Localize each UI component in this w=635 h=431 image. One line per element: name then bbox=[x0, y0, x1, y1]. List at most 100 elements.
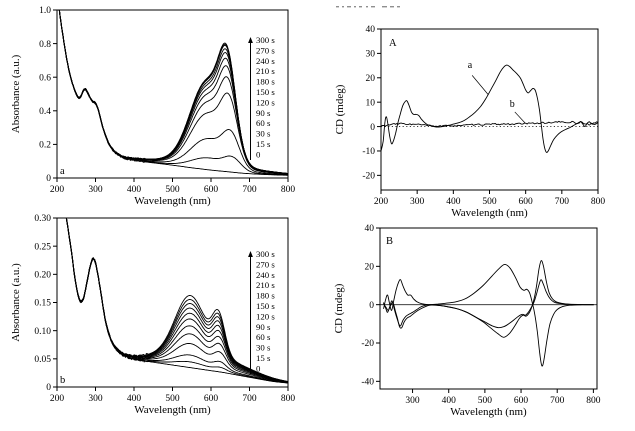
x-axis-title: Wavelength (nm) bbox=[451, 207, 528, 219]
label-text: 0 bbox=[369, 301, 374, 311]
label-text: 0 bbox=[46, 383, 51, 393]
label-text: 300 bbox=[405, 396, 420, 406]
label-text: -20 bbox=[361, 339, 374, 349]
panel-B: 300 400 500 600 700 800 -40 -20 0 20 40 Wavelength … bbox=[333, 224, 601, 418]
legend-time-label: 30 s bbox=[256, 129, 271, 139]
legend-time-label: 150 s bbox=[256, 87, 275, 97]
label-text: 0 bbox=[46, 174, 51, 184]
label-text: 400 bbox=[442, 396, 457, 406]
legend-time-label: 120 s bbox=[256, 311, 275, 321]
label-text: 200 bbox=[50, 185, 65, 195]
kinetic-curve-90s bbox=[58, 10, 288, 175]
x-axis-title: Wavelength (nm) bbox=[134, 404, 211, 416]
axes-frame bbox=[380, 28, 599, 191]
label-text: 1.0 bbox=[39, 6, 51, 16]
legend-time-label: 60 s bbox=[256, 332, 271, 342]
label-text: 400 bbox=[127, 185, 142, 195]
legend-time-label: 150 s bbox=[256, 301, 275, 311]
label-text: 600 bbox=[204, 185, 219, 195]
kinetic-curve-120s bbox=[65, 218, 288, 383]
series-curves bbox=[383, 260, 594, 367]
panel-label: A bbox=[389, 38, 397, 49]
panel-b: 200 300 400 500 600 700 800 0 0.05 0.10 0.15 0.20 0.… bbox=[10, 214, 295, 416]
kinetic-curve-300s bbox=[65, 218, 288, 382]
label-text: 500 bbox=[165, 394, 180, 404]
label-text: 10 bbox=[366, 98, 376, 108]
label-text: 0.30 bbox=[34, 214, 51, 224]
label-text: 800 bbox=[281, 185, 296, 195]
label-text: a bbox=[468, 60, 473, 71]
panel-label: a bbox=[60, 166, 65, 177]
kinetic-curve-60s bbox=[65, 218, 288, 383]
legend-time-label: 270 s bbox=[256, 259, 275, 269]
panel-label: B bbox=[386, 236, 393, 247]
curve-annotation-b: b bbox=[510, 99, 526, 124]
kinetic-curve-30s bbox=[58, 10, 288, 176]
label-text: 800 bbox=[586, 396, 601, 406]
legend-arrow-head bbox=[248, 37, 253, 43]
axis-ticks-and-labels: 200 300 400 500 600 700 800 0 0.05 0.10 0.15 0.20 0.… bbox=[34, 214, 295, 404]
label-text: 0.8 bbox=[39, 40, 51, 50]
x-axis-title: Wavelength (nm) bbox=[450, 406, 527, 418]
legend-time-label: 30 s bbox=[256, 343, 271, 353]
kinetic-curve-300s bbox=[58, 10, 288, 174]
legend-time-label: 240 s bbox=[256, 270, 275, 280]
panel-label: b bbox=[60, 375, 65, 386]
panel-a: 200 300 400 500 600 700 800 0 0.2 0.4 0.6 0.8 1.0 Wav… bbox=[10, 6, 295, 207]
label-text: 0 bbox=[370, 123, 375, 133]
legend-time-label: 210 s bbox=[256, 280, 275, 290]
legend-time-label: 180 s bbox=[256, 291, 275, 301]
series-curves bbox=[381, 64, 598, 153]
label-text: b bbox=[510, 99, 515, 110]
legend-time-label: 300 s bbox=[256, 249, 275, 259]
label-text: -10 bbox=[362, 147, 375, 157]
label-text: 200 bbox=[374, 197, 389, 207]
label-text: 300 bbox=[410, 197, 425, 207]
label-text: 200 bbox=[50, 394, 65, 404]
legend-time-label: 0 bbox=[256, 363, 261, 373]
panel-A: 200 300 400 500 600 700 800 -20 -10 0 10 20 30 40 Wave… bbox=[334, 25, 605, 219]
kinetic-curve-120s bbox=[58, 10, 288, 175]
curve-b bbox=[381, 120, 598, 127]
y-axis-title: CD (mdeg) bbox=[334, 84, 346, 134]
label-text: 400 bbox=[446, 197, 461, 207]
legend-arrow-head bbox=[248, 251, 253, 257]
legend-time-label: 120 s bbox=[256, 97, 275, 107]
label-text: 600 bbox=[204, 394, 219, 404]
label-text: 500 bbox=[165, 185, 180, 195]
curve-annotation-a: a bbox=[468, 60, 489, 96]
label-text: 800 bbox=[591, 197, 606, 207]
label-text: 20 bbox=[365, 263, 375, 273]
label-text: 0.20 bbox=[34, 271, 51, 281]
label-text: 800 bbox=[281, 394, 296, 404]
kinetic-curve-15s bbox=[58, 10, 288, 176]
kinetic-curve-30s bbox=[65, 218, 288, 384]
label-text: 40 bbox=[366, 25, 376, 35]
series-curves bbox=[58, 10, 288, 176]
kinetic-curve-0s bbox=[65, 218, 288, 384]
label-text: 30 bbox=[366, 50, 376, 60]
y-axis-title: Absorbance (a.u.) bbox=[10, 54, 22, 133]
label-text: 600 bbox=[514, 396, 529, 406]
legend-time-label: 90 s bbox=[256, 108, 271, 118]
axes-frame bbox=[379, 227, 598, 390]
legend-time-label: 90 s bbox=[256, 322, 271, 332]
label-text: 0.2 bbox=[39, 141, 51, 151]
legend-time-label: 210 s bbox=[256, 66, 275, 76]
kinetic-curve-210s bbox=[58, 10, 288, 174]
label-text: 300 bbox=[88, 185, 103, 195]
label-text: 700 bbox=[550, 396, 565, 406]
label-text: 40 bbox=[365, 224, 375, 234]
curve-2 bbox=[383, 260, 594, 338]
label-text: 500 bbox=[478, 396, 493, 406]
axis-ticks-and-labels: 300 400 500 600 700 800 -40 -20 0 20 40 bbox=[361, 224, 600, 406]
y-axis-title: Absorbance (a.u.) bbox=[10, 263, 22, 342]
label-text: 20 bbox=[366, 74, 376, 84]
x-axis-title: Wavelength (nm) bbox=[134, 195, 211, 207]
legend-time-label: 15 s bbox=[256, 353, 271, 363]
axis-ticks-and-labels: 200 300 400 500 600 700 800 0 0.2 0.4 0.6 0.8 1.0 bbox=[39, 6, 295, 195]
curve-3 bbox=[383, 279, 594, 329]
kinetic-curve-270s bbox=[58, 10, 288, 174]
